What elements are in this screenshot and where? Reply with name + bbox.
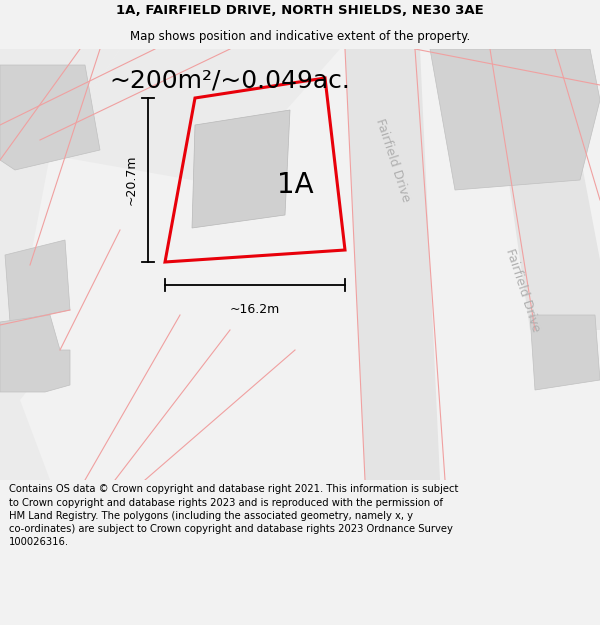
Polygon shape [0, 65, 100, 170]
Text: 1A: 1A [277, 171, 313, 199]
Text: ~20.7m: ~20.7m [125, 155, 138, 205]
Text: Contains OS data © Crown copyright and database right 2021. This information is : Contains OS data © Crown copyright and d… [9, 484, 458, 547]
Polygon shape [490, 49, 600, 330]
Polygon shape [5, 240, 70, 322]
Polygon shape [0, 400, 50, 480]
Polygon shape [0, 49, 120, 280]
Polygon shape [192, 110, 290, 228]
Polygon shape [50, 49, 340, 185]
Polygon shape [345, 49, 440, 480]
Text: Fairfield Drive: Fairfield Drive [503, 247, 542, 333]
Text: 1A, FAIRFIELD DRIVE, NORTH SHIELDS, NE30 3AE: 1A, FAIRFIELD DRIVE, NORTH SHIELDS, NE30… [116, 4, 484, 18]
Text: ~16.2m: ~16.2m [230, 303, 280, 316]
Polygon shape [0, 315, 70, 392]
Text: ~200m²/~0.049ac.: ~200m²/~0.049ac. [110, 68, 350, 92]
Text: Map shows position and indicative extent of the property.: Map shows position and indicative extent… [130, 30, 470, 43]
Polygon shape [0, 260, 60, 400]
Polygon shape [530, 315, 600, 390]
Text: Fairfield Drive: Fairfield Drive [373, 117, 413, 203]
Polygon shape [430, 49, 600, 190]
